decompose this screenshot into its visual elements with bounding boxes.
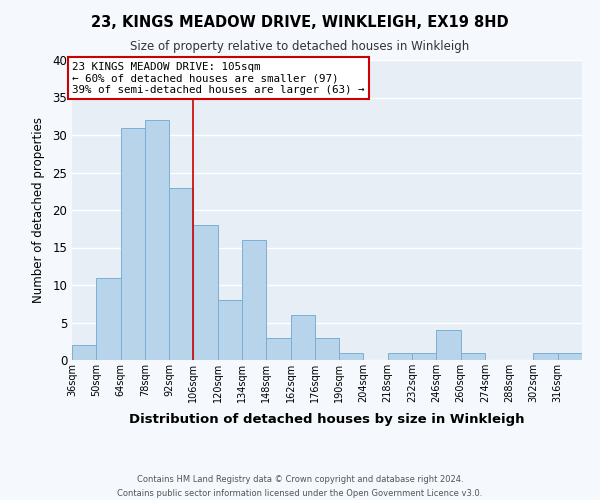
- Bar: [315, 338, 339, 360]
- Bar: [290, 315, 315, 360]
- Bar: [145, 120, 169, 360]
- Bar: [72, 345, 96, 360]
- Bar: [96, 278, 121, 360]
- Bar: [558, 352, 582, 360]
- Bar: [436, 330, 461, 360]
- Text: Contains HM Land Registry data © Crown copyright and database right 2024.
Contai: Contains HM Land Registry data © Crown c…: [118, 476, 482, 498]
- Bar: [461, 352, 485, 360]
- Text: Size of property relative to detached houses in Winkleigh: Size of property relative to detached ho…: [130, 40, 470, 53]
- Y-axis label: Number of detached properties: Number of detached properties: [32, 117, 46, 303]
- Bar: [266, 338, 290, 360]
- Bar: [193, 225, 218, 360]
- Bar: [169, 188, 193, 360]
- Text: 23, KINGS MEADOW DRIVE, WINKLEIGH, EX19 8HD: 23, KINGS MEADOW DRIVE, WINKLEIGH, EX19 …: [91, 15, 509, 30]
- Bar: [412, 352, 436, 360]
- Bar: [218, 300, 242, 360]
- Bar: [121, 128, 145, 360]
- X-axis label: Distribution of detached houses by size in Winkleigh: Distribution of detached houses by size …: [129, 414, 525, 426]
- Bar: [388, 352, 412, 360]
- Text: 23 KINGS MEADOW DRIVE: 105sqm
← 60% of detached houses are smaller (97)
39% of s: 23 KINGS MEADOW DRIVE: 105sqm ← 60% of d…: [72, 62, 365, 94]
- Bar: [339, 352, 364, 360]
- Bar: [533, 352, 558, 360]
- Bar: [242, 240, 266, 360]
